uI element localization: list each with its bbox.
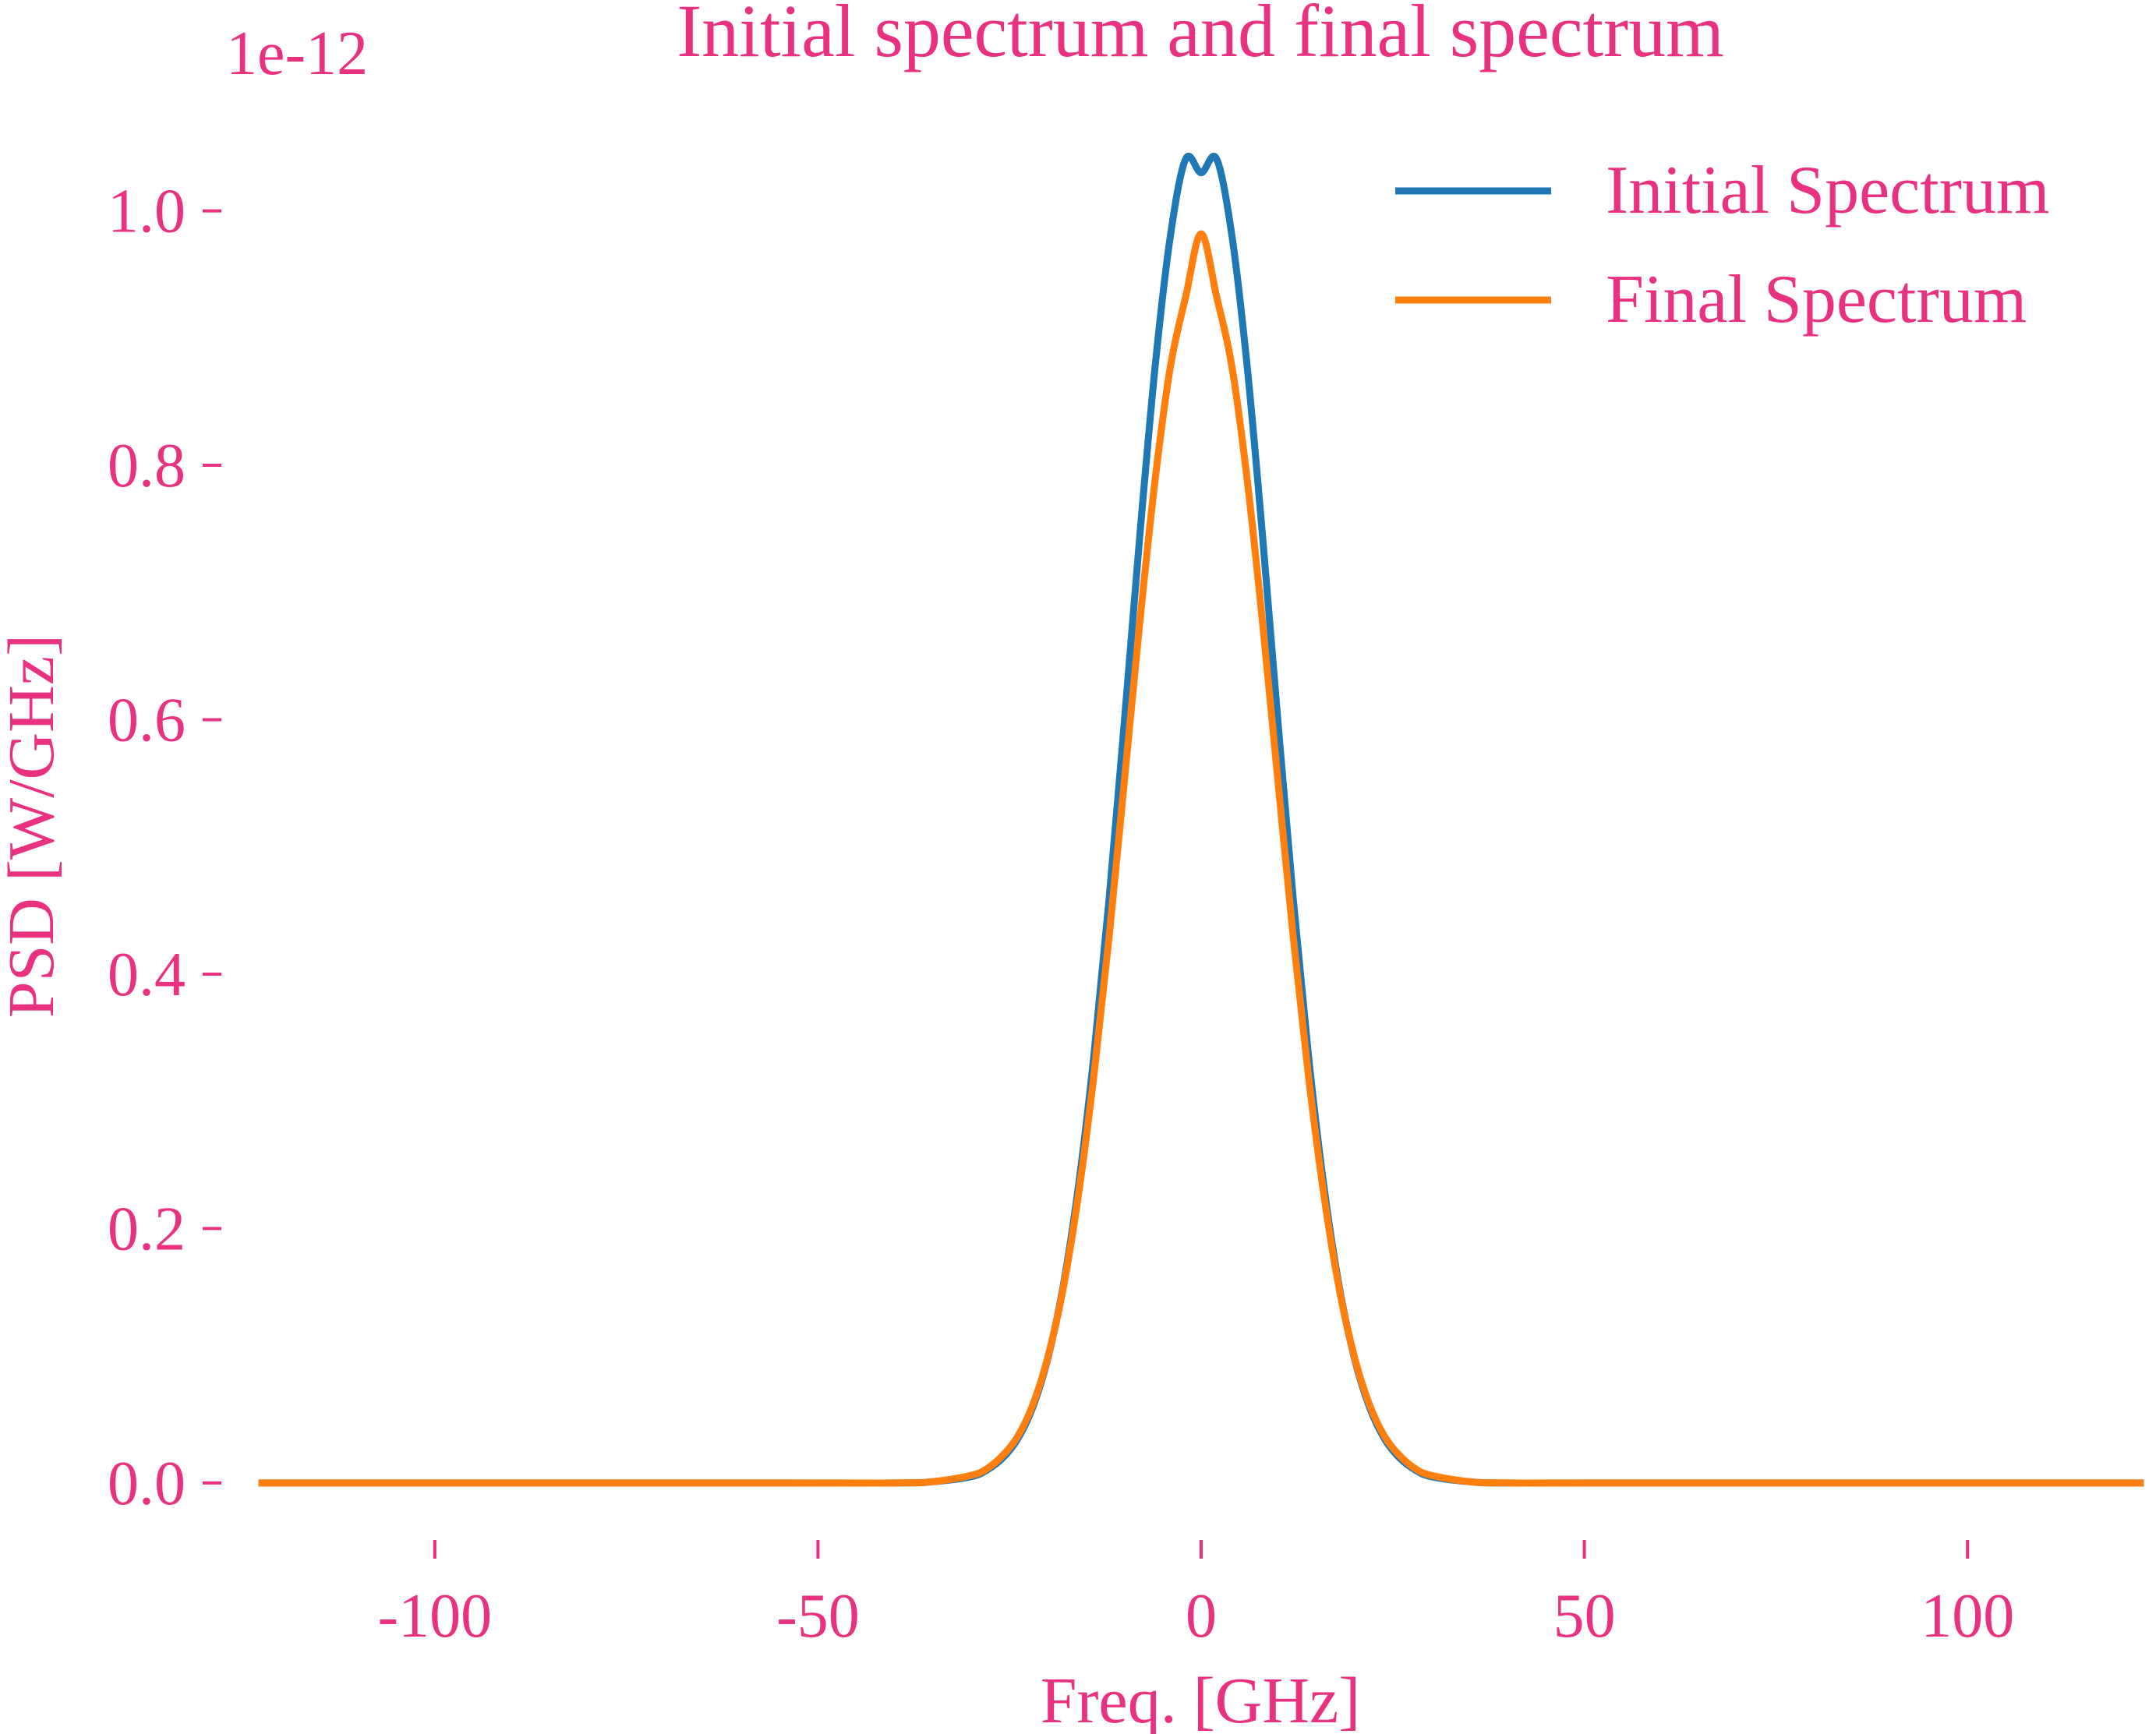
x-axis-ticks: -100 -50 0 50 100 xyxy=(377,1540,2014,1651)
y-tick-label: 0.0 xyxy=(108,1450,186,1518)
x-tick-label: 50 xyxy=(1553,1582,1616,1651)
series-line-final xyxy=(258,230,2144,1487)
x-tick-label: -100 xyxy=(377,1582,492,1651)
legend-label: Final Spectrum xyxy=(1606,262,2027,337)
y-offset-label: 1e-12 xyxy=(226,19,368,88)
y-axis-label: PSD [W/GHz] xyxy=(0,634,68,1018)
chart-title: Initial spectrum and final spectrum xyxy=(677,0,1724,72)
y-tick-label: 1.0 xyxy=(108,178,186,246)
y-tick-label: 0.2 xyxy=(108,1195,186,1263)
series-lines xyxy=(258,153,2144,1487)
x-axis-label: Freq. [GHz] xyxy=(1041,1665,1361,1734)
x-tick-label: 100 xyxy=(1921,1582,2014,1651)
x-tick-label: 0 xyxy=(1186,1582,1217,1651)
y-tick-label: 0.4 xyxy=(108,941,186,1009)
x-tick-label: -50 xyxy=(776,1582,860,1651)
legend: Initial Spectrum Final Spectrum xyxy=(1395,153,2049,337)
y-axis-ticks: 0.0 0.2 0.4 0.6 0.8 1.0 xyxy=(108,178,221,1518)
y-tick-label: 0.6 xyxy=(108,686,186,754)
y-tick-label: 0.8 xyxy=(108,432,186,500)
series-line-initial xyxy=(258,153,2144,1487)
legend-label: Initial Spectrum xyxy=(1606,153,2049,228)
